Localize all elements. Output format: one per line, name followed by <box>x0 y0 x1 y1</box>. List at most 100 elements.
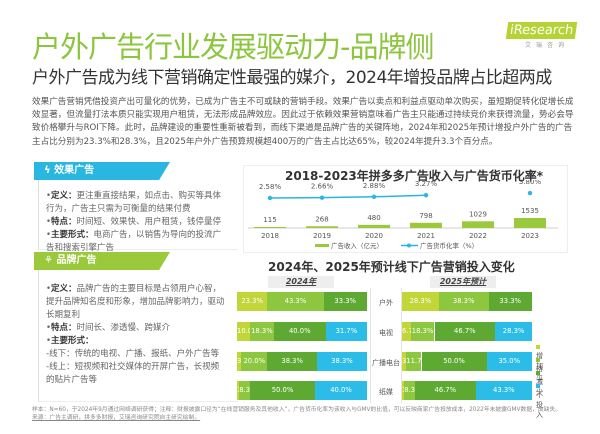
revenue-label: 268 <box>315 215 328 223</box>
stacked-bar-segment: 11.7% <box>406 352 422 371</box>
chart2-title: 2024年、2025年预计线下广告营销投入变化 <box>268 260 515 274</box>
stacked-bar-segment: 8.3% <box>239 381 250 400</box>
panel-item: •特点：时间长、渗透慢、跨媒介 <box>46 323 171 333</box>
stacked-bar-segment: 46.7% <box>415 381 476 400</box>
stacked-bar-segment: 1.7% <box>237 381 240 400</box>
legend-bar-swatch <box>315 244 329 247</box>
stacked-bar-segment: 43.3% <box>475 381 532 400</box>
legend-swatch <box>536 345 540 349</box>
stacked-bar-segment: 43.3% <box>267 292 324 311</box>
category-column <box>370 288 402 403</box>
iresearch-logo: iResearch 艾瑞咨询 <box>505 22 585 52</box>
revenue-label: 115 <box>263 216 276 224</box>
rate-label: 2.88% <box>363 182 386 190</box>
legend-swatch <box>536 371 540 375</box>
legend-swatch <box>536 384 540 388</box>
brand-ad-list: •定义：品牌广告的主要目标是占领用户心智，提升品牌知名度和形象，增加品牌影响力，… <box>46 283 226 387</box>
legend-item: 不投入 <box>536 382 543 420</box>
stacked-bar-segment: 18.3% <box>410 322 435 341</box>
legend-item: 增加 <box>536 343 543 371</box>
x-tick-label: 2019 <box>313 232 331 240</box>
legend-item: 减少 <box>536 369 543 397</box>
category-label: 广播电台 <box>372 359 400 367</box>
category-label: 电视 <box>379 329 393 337</box>
stacked-bar-segment: 28.3% <box>402 292 439 311</box>
revenue-label: 480 <box>367 214 380 222</box>
x-tick-label: 2023 <box>521 232 539 240</box>
network-icon: ⚘ <box>44 255 57 266</box>
stacked-bar-segment: 35.0% <box>486 352 532 371</box>
fire-icon: ϟ <box>44 165 55 176</box>
stacked-bar-segment: 1.7% <box>402 381 405 400</box>
stacked-bar-segment: 38.3% <box>438 292 489 311</box>
rate-label: 3.80% <box>519 180 542 186</box>
revenue-bar <box>358 224 390 228</box>
chart1-frame <box>243 165 568 253</box>
stacked-bar-segment: 33.3% <box>323 292 367 311</box>
chart1-title: 2018-2023年拼多多广告收入与广告货币化率* <box>285 169 544 183</box>
panel-item: •特点：时间短、效果快、用户租赁，钱停量停 <box>46 217 222 227</box>
revenue-bar <box>254 227 286 228</box>
stacked-bar-segment: 18.3% <box>250 322 274 341</box>
rate-point <box>267 195 273 201</box>
x-tick-label: 2020 <box>365 232 383 240</box>
stacked-bar-segment: 46.7% <box>434 322 496 341</box>
panel-item: -线下：传统的电视、广播、报纸、户外广告等 <box>46 349 220 359</box>
stacked-bar-segment: 10.0% <box>237 322 250 341</box>
x-tick-label: 2018 <box>261 232 279 240</box>
legend-line-label: 广告货币化率（%） <box>420 241 478 250</box>
stacked-bar-segment: 28.3% <box>495 322 532 341</box>
page-title: 户外广告行业发展驱动力-品牌侧 <box>32 30 434 64</box>
stacked-bar-segment: 3.3% <box>237 352 242 371</box>
stacked-bar-segment: 20.0% <box>241 352 268 371</box>
effect-ad-tag: ϟ 效果广告 <box>34 162 170 180</box>
effect-ad-list: •定义：更注重直接结果，如点击、购买等具体行为，广告主只需为可衡量的结果付费 •特… <box>46 190 226 255</box>
rate-label: 2.58% <box>259 183 282 191</box>
stacked-bar-segment: 40.0% <box>315 381 367 400</box>
panel-header-2024: 2024年 <box>268 276 334 288</box>
stacked-bar-segment: 8.3% <box>404 381 415 400</box>
rate-label: 3.27% <box>415 180 438 188</box>
footnote-source: 来源：广告主调研，拼多多财报，艾瑞咨询研究院自主研究绘制。 <box>32 414 201 421</box>
panel-item: -线上：短视频和社交媒体的开屏广告，长视频的贴片广告等 <box>46 362 220 385</box>
stacked-bar-segment: 50.0% <box>421 352 487 371</box>
rate-point <box>423 193 429 198</box>
panel-item: •定义：更注重直接结果，如点击、购买等具体行为，广告主只需为可衡量的结果付费 <box>46 191 222 214</box>
stacked-bar-segment: 6.7% <box>402 322 411 341</box>
rate-line <box>269 194 427 199</box>
panel-header-2025: 2025年预计 <box>430 276 496 288</box>
stacked-bar-segment: 38.3% <box>267 352 318 371</box>
category-label: 户外 <box>379 299 393 307</box>
x-tick-label: 2022 <box>469 232 487 240</box>
stacked-bar-segment: 33.3% <box>488 292 532 311</box>
rate-label: 2.66% <box>311 183 334 191</box>
page-subtitle: 户外广告成为线下营销确定性最强的媒介，2024年增投品牌占比超两成 <box>32 68 552 88</box>
revenue-bar <box>462 221 494 228</box>
panel-item: •主要形式： <box>46 336 94 346</box>
rate-point <box>527 190 533 196</box>
stacked-bar-segment: 50.0% <box>250 381 315 400</box>
body-paragraph: 效果广告营销凭借投资产出可量化的优势，已成为广告主不可或缺的营销手段。效果广告以… <box>32 97 574 147</box>
chart1-plot: 115 2018 268 2019 480 2020 798 2021 1029 2022 1535… <box>248 180 558 250</box>
effect-ad-panel <box>38 172 238 250</box>
stacked-bar-segment: 40.0% <box>273 322 326 341</box>
brand-ad-tag: ⚘ 品牌广告 <box>34 252 170 270</box>
revenue-bar <box>514 218 546 228</box>
rate-point <box>371 194 377 199</box>
legend-bar-label: 广告收入（亿元） <box>331 241 383 250</box>
stacked-bar-segment: 3.3% <box>402 352 407 371</box>
footnote: 样本：N=60，于2024年9月通过网络调研获得；注释：财报披露口径为“在线营销… <box>32 407 577 422</box>
stacked-bar-segment: 31.7% <box>325 322 367 341</box>
panel-item: •主要形式：电商广告，以销售为导向的投流广告和搜索引擎广告 <box>46 230 222 253</box>
revenue-label: 1535 <box>521 207 539 215</box>
legend-item: 持平 <box>536 356 543 384</box>
brand-ad-panel <box>38 262 238 402</box>
stacked-bar-segment: 23.3% <box>237 292 268 311</box>
revenue-bar <box>410 222 442 228</box>
revenue-bar <box>306 226 338 228</box>
legend-swatch <box>536 358 540 362</box>
panel-item: •定义：品牌广告的主要目标是占领用户心智，提升品牌知名度和形象，增加品牌影响力，… <box>46 284 225 320</box>
category-label: 纸媒 <box>379 388 393 396</box>
revenue-label: 798 <box>419 212 432 220</box>
rate-point <box>319 195 325 200</box>
